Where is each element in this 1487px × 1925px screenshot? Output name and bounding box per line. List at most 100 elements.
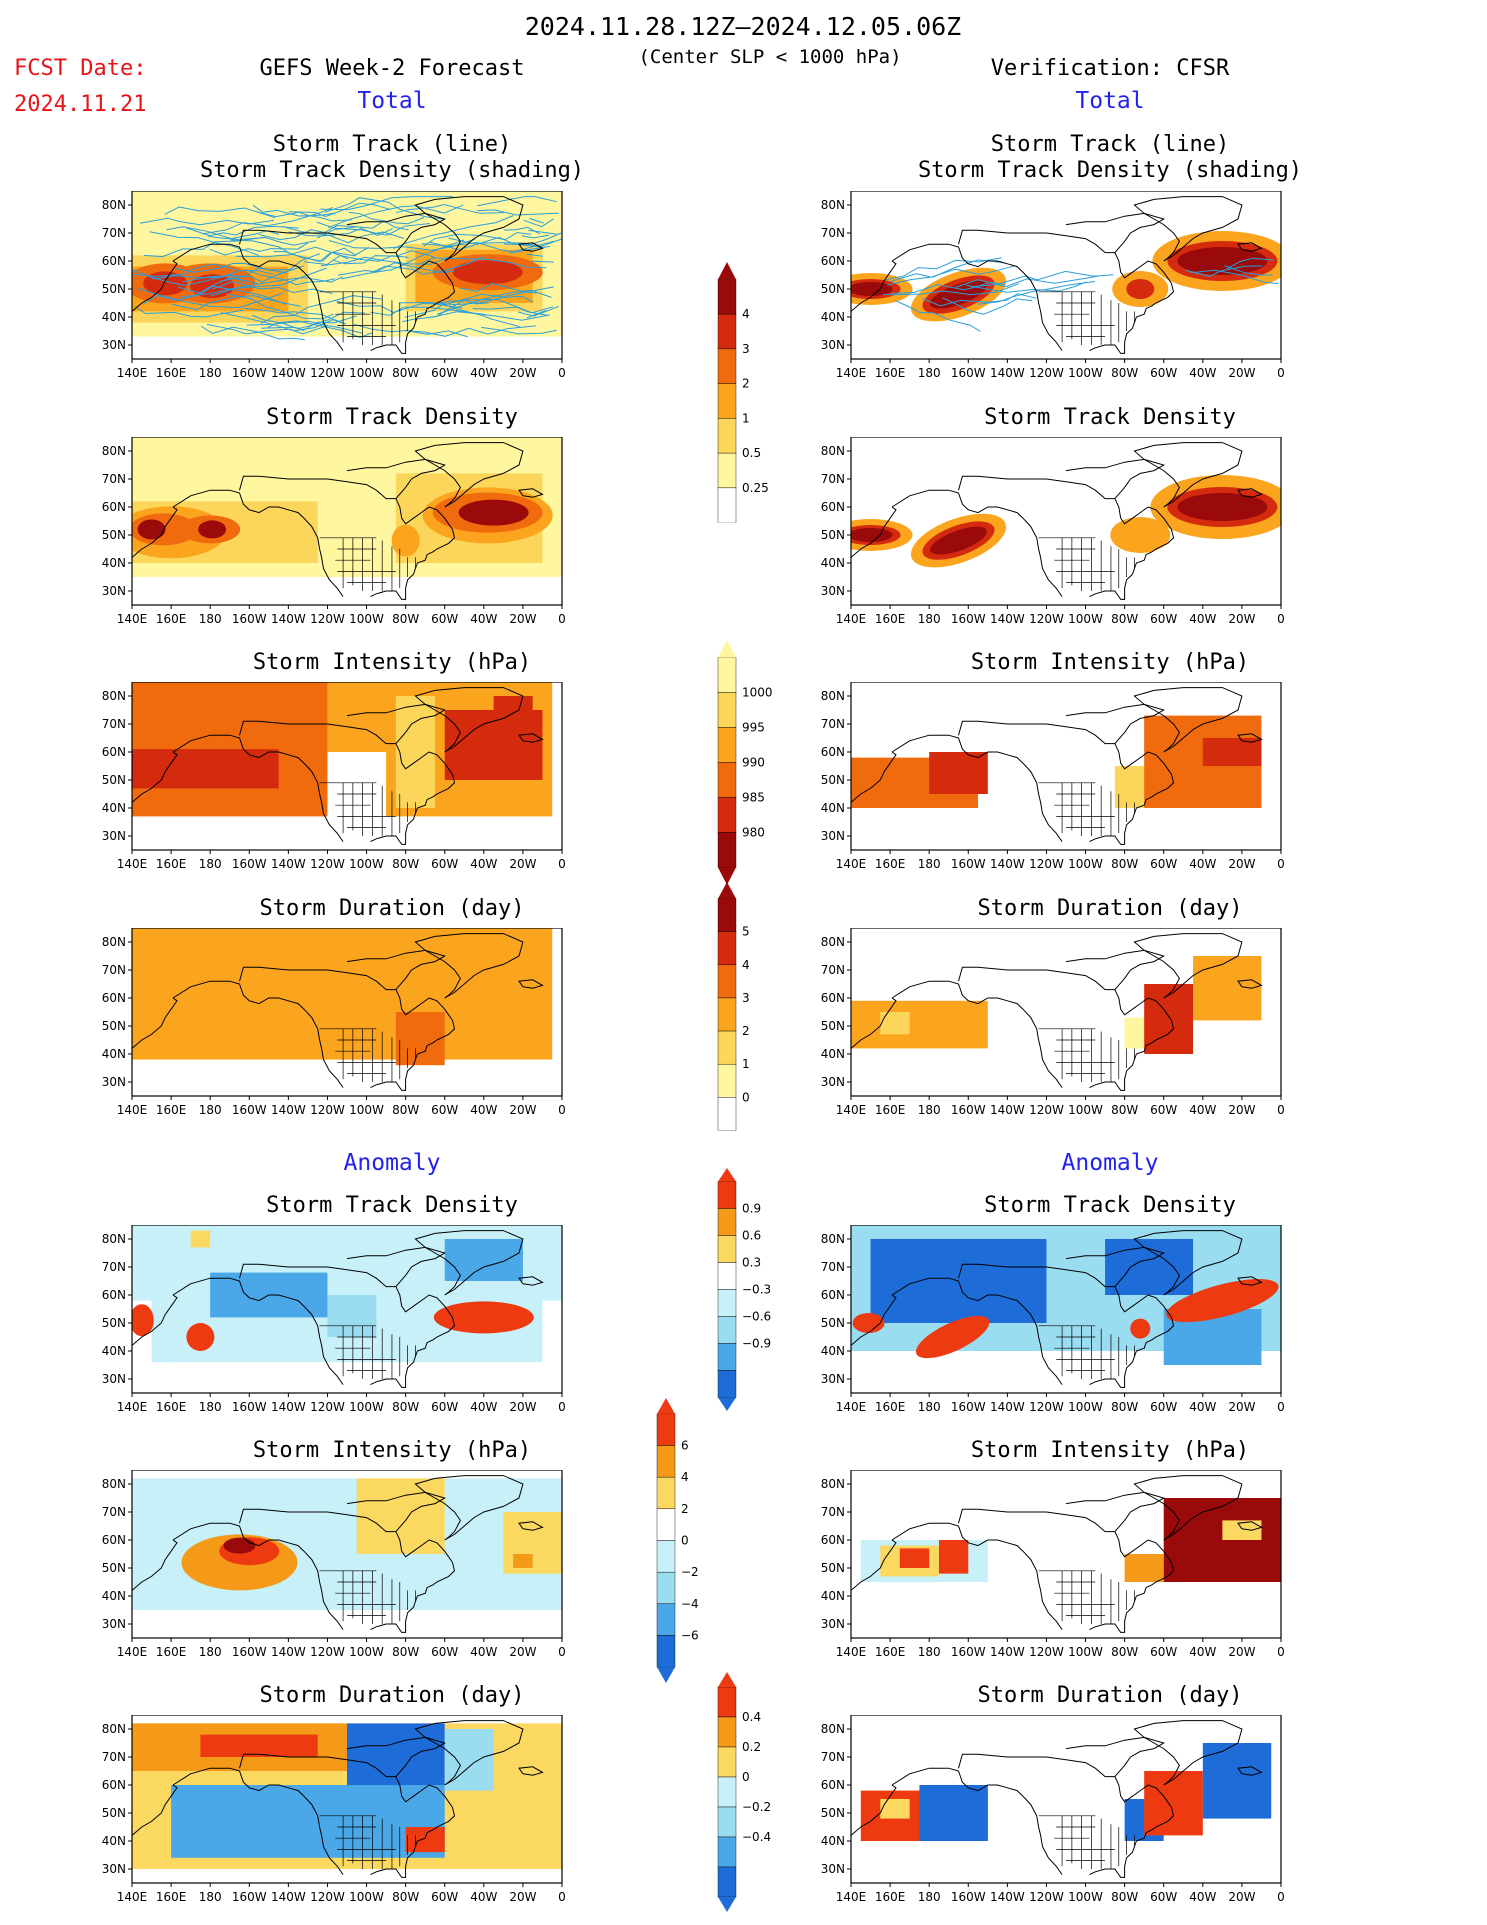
lon-tick-label: 0 — [1277, 1400, 1285, 1414]
lat-tick-label: 30N — [102, 1075, 126, 1089]
lon-tick-label: 100W — [1068, 1645, 1103, 1659]
lat-tick-label: 30N — [102, 584, 126, 598]
coastline — [958, 1753, 1175, 1878]
colorbar-tick-label: 1 — [742, 1057, 750, 1071]
coastline — [518, 979, 544, 989]
coastline — [1133, 442, 1243, 508]
colorbar-segment — [656, 1476, 676, 1510]
lat-tick-label: 30N — [821, 1617, 845, 1631]
lat-tick-label: 80N — [821, 689, 845, 703]
right-model-title: Verification: CFSR — [990, 56, 1230, 81]
coastline — [1237, 1766, 1263, 1776]
storm-track-line — [1226, 257, 1274, 270]
right-duration-title: Storm Duration (day) — [977, 896, 1243, 921]
lon-tick-label: 80W — [1111, 366, 1138, 380]
lon-tick-label: 40W — [1189, 612, 1216, 626]
lat-tick-label: 80N — [821, 444, 845, 458]
coastline — [891, 980, 1063, 1088]
grid-cell-region — [1144, 1771, 1203, 1836]
coastline — [346, 1736, 446, 1777]
storm-track-line — [186, 225, 300, 237]
lat-tick-label: 40N — [821, 1589, 845, 1603]
colorbar-segment — [656, 1571, 676, 1605]
lat-tick-label: 60N — [102, 1778, 126, 1792]
coastline — [346, 212, 446, 253]
coastline — [1133, 687, 1243, 753]
lat-tick-label: 70N — [102, 1750, 126, 1764]
fcst-date: 2024.11.21 — [14, 92, 147, 117]
lon-tick-label: 140W — [271, 366, 306, 380]
intensity-total-colorbar: 1000 995 990 985 980 — [716, 640, 786, 893]
lon-tick-label: 180 — [199, 612, 222, 626]
storm-track-line — [333, 250, 435, 265]
lon-tick-label: 140E — [117, 1103, 148, 1117]
colorbar-arrow-bottom — [718, 1397, 736, 1411]
lat-tick-label: 40N — [102, 1344, 126, 1358]
colorbar-segment — [717, 1316, 737, 1344]
colorbar-segment — [656, 1603, 676, 1636]
colorbar-segment — [717, 898, 737, 932]
storm-track-line — [955, 275, 1098, 288]
lon-tick-label: 0 — [1277, 1890, 1285, 1904]
lat-tick-label: 80N — [821, 1232, 845, 1246]
coastline — [891, 734, 1063, 842]
lon-tick-label: 60W — [431, 1645, 458, 1659]
storm-track-line — [448, 237, 546, 249]
lat-tick-label: 30N — [102, 1372, 126, 1386]
lon-tick-label: 140W — [990, 857, 1025, 871]
lon-tick-label: 140W — [271, 1645, 306, 1659]
lon-tick-label: 140E — [117, 366, 148, 380]
lat-tick-label: 30N — [821, 829, 845, 843]
coastline — [1065, 703, 1165, 744]
storm-track-line — [132, 269, 245, 286]
coastline — [891, 1277, 1063, 1385]
lat-tick-label: 40N — [821, 310, 845, 324]
lon-tick-label: 180 — [918, 1103, 941, 1117]
lat-tick-label: 60N — [821, 1288, 845, 1302]
shaded-region — [1126, 279, 1155, 299]
storm-track-line — [942, 297, 1033, 315]
map-frame — [131, 1470, 563, 1639]
colorbar-tick-label: 1000 — [742, 686, 773, 700]
grid-cell-region — [444, 1239, 523, 1281]
lon-tick-label: 0 — [1277, 1645, 1285, 1659]
lat-tick-label: 40N — [821, 1344, 845, 1358]
shaded-region — [930, 526, 987, 555]
lat-tick-label: 80N — [102, 935, 126, 949]
coastline — [346, 703, 446, 744]
grid-cell-region — [132, 749, 279, 789]
lon-tick-label: 20W — [1228, 366, 1255, 380]
coastline — [132, 997, 178, 1049]
lat-tick-label: 60N — [102, 254, 126, 268]
lon-tick-label: 80W — [392, 612, 419, 626]
fcst-label: FCST Date: — [14, 56, 147, 81]
lon-tick-label: 0 — [1277, 612, 1285, 626]
lon-tick-label: 140W — [271, 1103, 306, 1117]
lon-tick-label: 100W — [1068, 366, 1103, 380]
lat-tick-label: 80N — [102, 198, 126, 212]
grid-cell-region — [919, 1785, 988, 1841]
lon-tick-label: 20W — [1228, 857, 1255, 871]
colorbar-segment — [656, 1445, 676, 1478]
lat-tick-label: 40N — [102, 310, 126, 324]
coastline — [1065, 949, 1165, 990]
lon-tick-label: 80W — [1111, 1103, 1138, 1117]
colorbar-tick-label: 0 — [742, 1090, 750, 1104]
colorbar-tick-label: 0.5 — [742, 446, 761, 460]
coastline — [239, 475, 456, 600]
lon-tick-label: 20W — [1228, 612, 1255, 626]
coastline — [239, 966, 456, 1091]
lat-tick-label: 70N — [102, 717, 126, 731]
lat-tick-label: 40N — [821, 1834, 845, 1848]
lon-tick-label: 100W — [1068, 612, 1103, 626]
colorbar-tick-label: 3 — [742, 991, 750, 1005]
lat-tick-label: 60N — [102, 500, 126, 514]
lat-tick-label: 50N — [821, 1316, 845, 1330]
colorbar-arrow-top — [718, 640, 736, 658]
colorbar-segment — [656, 1508, 676, 1541]
coastline — [1133, 1720, 1243, 1786]
coastline — [172, 243, 344, 351]
lon-tick-label: 80W — [392, 1890, 419, 1904]
colorbar-tick-label: 0 — [681, 1534, 689, 1548]
colorbar-tick-label: −0.3 — [742, 1283, 771, 1297]
